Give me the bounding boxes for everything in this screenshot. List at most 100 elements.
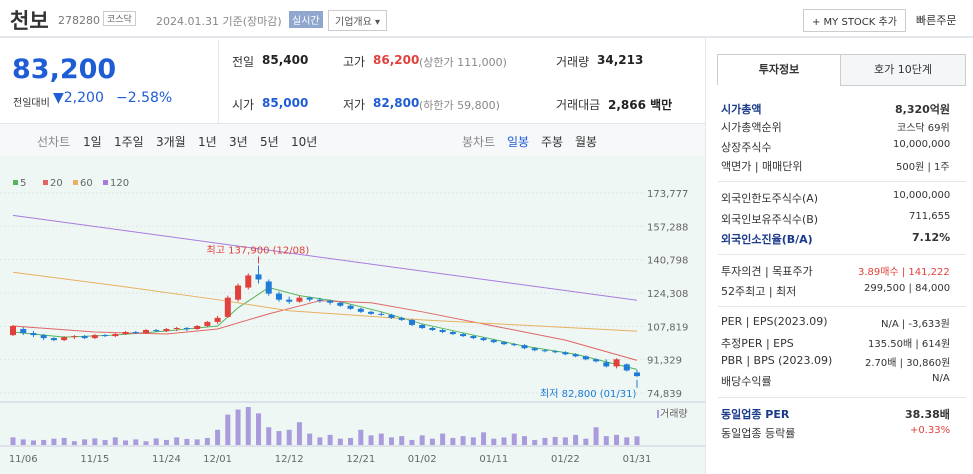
separator <box>718 181 966 182</box>
candle-body <box>613 359 620 367</box>
y-tick-label: 173,777 <box>647 189 688 200</box>
summary-label: 전일 <box>232 55 255 69</box>
candle-body <box>194 325 201 329</box>
period[interactable]: 3년 <box>229 135 248 149</box>
volume-bar <box>542 437 548 445</box>
separator <box>718 397 966 398</box>
volume-bar <box>388 437 394 445</box>
candle-body <box>582 356 589 360</box>
candle-chart[interactable]: 봉차트 <box>462 135 496 149</box>
x-tick-label: 01/31 <box>623 454 652 465</box>
mystock[interactable]: + MY STOCK 추가 <box>803 9 906 32</box>
candle-body <box>347 305 354 309</box>
period[interactable]: 5년 <box>260 135 279 149</box>
volume-bar <box>378 433 384 445</box>
candle-period[interactable]: 일봉 <box>507 135 530 149</box>
x-tick-label: 01/02 <box>408 454 437 465</box>
volume-bar <box>10 437 16 445</box>
candle-body <box>153 330 160 332</box>
candle-body <box>224 297 231 317</box>
volume-bar <box>337 438 343 445</box>
toolbar <box>0 123 705 157</box>
overview[interactable]: 기업개요 ▾ <box>328 10 387 31</box>
candle-period[interactable]: 월봉 <box>575 135 598 149</box>
divider <box>218 40 219 123</box>
candle-body <box>112 334 119 337</box>
ma-line <box>12 214 638 301</box>
candle-body <box>142 330 149 334</box>
volume-bar <box>501 437 507 445</box>
volume-bar <box>174 437 180 445</box>
volume-bar <box>481 432 487 445</box>
ma-line <box>12 287 638 370</box>
summary-note: (하한가 59,800) <box>419 99 500 112</box>
x-tick-label: 11/24 <box>152 454 181 465</box>
date: 2024.01.31 기준(장마감) <box>156 15 282 28</box>
info-label: 외국인보유주식수(B) <box>721 213 819 226</box>
volume-bar <box>51 438 57 445</box>
tab[interactable]: 호가 10단계 <box>840 54 966 86</box>
legend-swatch <box>13 180 18 185</box>
x-tick-label: 12/21 <box>346 454 375 465</box>
info-label: 시가총액 <box>721 103 762 116</box>
info-label: PER | EPS(2023.09) <box>721 315 828 328</box>
separator <box>718 254 966 255</box>
candle-body <box>439 330 446 333</box>
candle-body <box>183 327 190 329</box>
volume-bar <box>123 440 129 445</box>
candle-body <box>368 311 375 314</box>
volume-bar <box>92 438 98 445</box>
chart: 74,839 91,329 107,819 124,308 140,798 157,288… <box>0 156 705 474</box>
quick-order[interactable]: 빠른주문 <box>916 14 957 27</box>
high-annotation: 최고 137,900 (12/08) <box>207 245 310 257</box>
period[interactable]: 10년 <box>291 135 318 149</box>
candle-body <box>204 321 211 326</box>
candle-body <box>460 334 467 337</box>
candle-body <box>122 332 129 335</box>
period[interactable]: 1년 <box>198 135 217 149</box>
volume-bar <box>593 427 599 445</box>
info-value: N/A <box>932 373 950 384</box>
volume-bar <box>603 436 609 445</box>
info-value: N/A | -3,633원 <box>881 319 950 330</box>
candle-body <box>296 297 303 302</box>
volume-bar <box>245 407 251 445</box>
summary-value: 85,000 <box>262 96 309 110</box>
volume-bar <box>296 422 302 445</box>
x-tick-label: 01/22 <box>551 454 580 465</box>
candle-body <box>593 359 600 362</box>
info-label: 배당수익률 <box>721 375 772 388</box>
volume-bar <box>235 409 241 445</box>
volume-bar <box>624 437 630 445</box>
tab-active[interactable]: 투자정보 <box>717 54 841 85</box>
candle-body <box>337 302 344 306</box>
info-label: 외국인소진율(B/A) <box>721 233 813 246</box>
candle-body <box>173 327 180 329</box>
candle-body <box>91 335 98 339</box>
volume-bar <box>327 434 333 445</box>
period[interactable]: 3개월 <box>156 135 186 149</box>
candle-body <box>572 354 579 357</box>
legend-label: 120 <box>110 178 129 189</box>
volume-bar <box>20 439 26 445</box>
y-tick-label: 124,308 <box>647 289 688 300</box>
line-chart[interactable]: 선차트 <box>37 135 71 149</box>
period[interactable]: 1일 <box>83 135 102 149</box>
volume-swatch <box>657 410 659 418</box>
period[interactable]: 1주일 <box>114 135 144 149</box>
info-value: 7.12% <box>912 231 951 244</box>
x-tick-label: 01/11 <box>479 454 508 465</box>
candle-body <box>163 328 170 332</box>
volume-bar <box>153 438 159 445</box>
volume-bar <box>71 441 77 445</box>
volume-bar <box>573 434 579 445</box>
candle-body <box>521 345 528 349</box>
volume-bar <box>552 436 558 445</box>
info-value: 2.70배 | 30,860원 <box>865 358 951 369</box>
volume-bar <box>194 439 200 445</box>
info-label: 동일업종 등락률 <box>721 427 796 440</box>
candle-period[interactable]: 주봉 <box>541 135 564 149</box>
candle-body <box>265 281 272 294</box>
candle-body <box>286 299 293 302</box>
realtime[interactable]: 실시간 <box>289 11 323 28</box>
